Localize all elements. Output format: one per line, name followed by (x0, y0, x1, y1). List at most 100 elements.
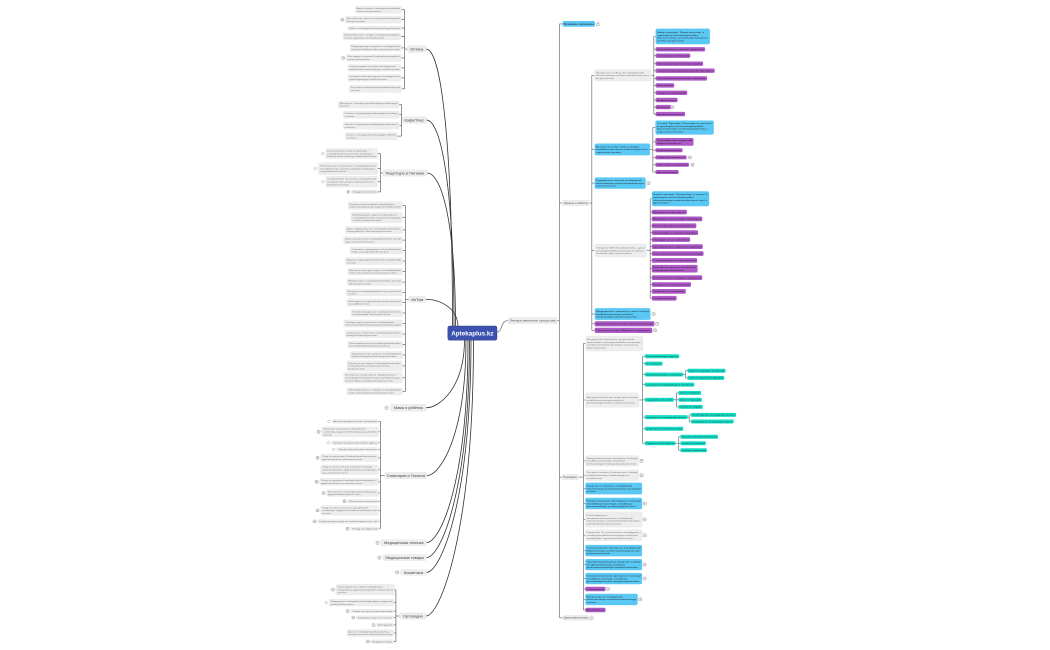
svg-text:Пластыри от боли/ спазмы: Пластыри от боли/ спазмы (653, 232, 697, 234)
svg-text:med/lekarstvennye-sredstva/: med/lekarstvennye-sredstva/ (587, 460, 626, 463)
svg-text:Средство биодобавки: Средство биодобавки (657, 93, 687, 95)
svg-text:Медицинские товары: Медицинские товары (385, 555, 424, 560)
svg-text:section: section (587, 490, 597, 493)
svg-text:soputstvie/section: soputstvie/section (596, 151, 622, 154)
svg-text:tovary/falloimitatory/section: tovary/falloimitatory/section (349, 345, 391, 348)
svg-text:kompressionnoe-bele/shiny/sect: kompressionnoe-bele/shiny/section (348, 633, 393, 636)
svg-text:средства от мозолей и кожи: средства от мозолей и кожи (646, 427, 683, 430)
svg-text:tovary/bele-i-kostyumy/section: tovary/bele-i-kostyumy/section (348, 365, 391, 368)
svg-text:section: section (348, 293, 358, 296)
svg-text:Аптечки и сопутствие /catalog: Аптечки и сопутствие /catalog/ (596, 145, 639, 148)
svg-text:Шины /catalog/main/bandazhi-i: Шины /catalog/main/bandazhi-i- (348, 630, 390, 633)
svg-text:section: section (587, 601, 598, 604)
svg-text:kosmetika-i-parfyumeriya/secti: kosmetika-i-parfyumeriya/section (345, 379, 395, 382)
svg-text:Средства для реабилитации: Средства для реабилитации (352, 611, 393, 613)
svg-text:Насадки /catalog/intim/intim-: Насадки /catalog/intim/intim-tovary/ (348, 300, 401, 303)
svg-text:Готовые очки для зрения /catal: Готовые очки для зрения /catalog/main/ (349, 75, 400, 78)
svg-text:med/lekarstvennye-sredstva/apt: med/lekarstvennye-sredstva/aptechki-i- (596, 148, 649, 151)
svg-text:Кухни /catalog/main/kafeplyus: Кухни /catalog/main/kafeplyus/kuhni/ (345, 123, 399, 126)
svg-text:catalog/intim/intim-tovary/int: catalog/intim/intim-tovary/intimnaya- (345, 377, 401, 380)
svg-text:Смазки и лубриканты /catalog/: Смазки и лубриканты /catalog/intim/ (352, 248, 402, 251)
svg-text:Средства от Потливости: Средства от Потливости (646, 443, 675, 445)
svg-text:vibratory/section: vibratory/section (348, 282, 372, 285)
svg-text:protivoparazitarnye-sredstva/s: protivoparazitarnye-sredstva/section (587, 566, 639, 569)
svg-text:Душ иферомоны /catalog/intim/: Душ иферомоны /catalog/intim/intim- (347, 227, 402, 230)
svg-text:podushki/section: podushki/section (331, 603, 355, 606)
svg-text:От большого: От большого (646, 363, 662, 365)
svg-text:lekarstvennye-sredstva/sredstv: lekarstvennye-sredstva/sredstva-ot-alkog… (587, 487, 642, 490)
svg-text:Компрессионное белье: Компрессионное белье (358, 617, 394, 619)
svg-text:лосьоны против потливости: лосьоны против потливости (682, 436, 718, 438)
svg-text:section: section (345, 126, 356, 129)
svg-text:do-ya/section: do-ya/section (596, 77, 616, 80)
svg-text:med/lekarstvennye-sredstva/: med/lekarstvennye-sredstva/ (596, 313, 633, 316)
svg-text:Слабительные и пробиотики: Слабительные и пробиотики (653, 260, 697, 262)
svg-text:Кольца /catalog/intim/intim-t: Кольца /catalog/intim/intim-tovary/kolca… (348, 290, 402, 293)
svg-text:lekarstvennye-sredstva/veterin: lekarstvennye-sredstva/veterinarnyy/ (587, 598, 637, 601)
svg-text:pishhestvuy/section: pishhestvuy/section (657, 39, 685, 42)
svg-text:napitki/section: napitki/section (320, 170, 348, 173)
svg-text:Внутренний сайт/поиск_запросов: Внутренний сайт/поиск_запросовый (587, 338, 635, 341)
svg-text:Маски и мастурбаторы /catalog: Маски и мастурбаторы /catalog/intim/ (349, 269, 401, 272)
svg-text:Новая страница "Лекарственному: Новая страница "Лекарственному" в (657, 32, 705, 34)
svg-text:Оптика: Оптика (410, 46, 424, 51)
svg-text:Дерматологические средства /c: Дерматологические средства /catalog/ (587, 396, 638, 399)
svg-text:крем от прыщей: крем от прыщей (680, 399, 702, 402)
svg-text:Женская гигиена: Женская гигиена (349, 501, 378, 503)
svg-text:Медицинская техника: Медицинская техника (384, 540, 424, 545)
svg-text:механизм /catalog/med/lekarst: механизм /catalog/med/lekarstvennye- (587, 341, 642, 344)
svg-text:Уход за руками: Уход за руками (352, 528, 379, 530)
svg-text:Лекарств ВПТ (Лечив/Человеч- ц: Лекарств ВПТ (Лечив/Человеч- ция) / (596, 248, 646, 250)
svg-text:Презервативы и товары /catalo: Презервативы и товары /catalog/intim/ (348, 389, 401, 392)
svg-text:средства от выпадения волос: средства от выпадения волос (646, 417, 687, 419)
svg-text:в aptekaplus.kz/catalog/med/ls: в aptekaplus.kz/catalog/med/ls/ (657, 125, 704, 128)
svg-text:Лекарств от всех болезней: Лекарств от всех болезней (653, 283, 690, 286)
svg-text:Хлеб /catalog/main/kafeplyus/: Хлеб /catalog/main/kafeplyus/hleb/ (347, 133, 396, 136)
svg-text:Вибраторы /catalog/intim/inti: Вибраторы /catalog/intim/intim-tovary/ (348, 279, 401, 282)
svg-text:Уход за полостью рта /catalog/: Уход за полостью рта /catalog/main/ (322, 506, 368, 509)
svg-text:Ранозаживляющие средства: Ранозаживляющие средства (646, 356, 679, 358)
svg-text:ortopediya-i-gigiena/ortopedic: ortopediya-i-gigiena/ortopedicheskaya-ob… (337, 588, 393, 591)
svg-text:recepturnye-preparaty/sportivn: recepturnye-preparaty/sportivnoe- (327, 180, 375, 183)
svg-text:Биологически активные добавки: Биологически активные добавки / (327, 151, 369, 153)
svg-text:catalog/main/recepturnye-prepa: catalog/main/recepturnye-preparaty/ (327, 152, 373, 155)
svg-text:Средства для ванной и душа: Средства для ванной и душа (333, 442, 378, 445)
svg-text:Средства От анальгетик и гемод: Средства От анальгетик и гемодушок / (587, 532, 642, 534)
svg-text:i-profilakticheskie/section: i-profilakticheskie/section (587, 523, 623, 526)
svg-text:Препараты при расшир. пищевода: Препараты при расшир. пищеводах (653, 219, 702, 221)
svg-text:гель от ушибов и рубцов: гель от ушибов и рубцов (689, 378, 724, 380)
svg-text:спрей от угрей: спрей от угрей (680, 406, 703, 409)
svg-text:section: section (347, 261, 357, 264)
svg-text:Медицинские оправы /catalog/ma: Медицинские оправы /catalog/main/ (351, 45, 400, 48)
svg-text:спреи от запаха: спреи от запаха (682, 443, 706, 445)
svg-text:недостаточности: недостаточности (657, 143, 682, 145)
svg-text:Ссылки "Брендов "Пластырь от ж: Ссылки "Брендов "Пластырь от жи-бели" (657, 123, 713, 125)
svg-text:Дисконтная система: Дисконтная система (564, 617, 588, 620)
svg-text:маски (успех выпадения волос): маски (успех выпадения волос) (692, 415, 735, 417)
svg-text:dermatologicheskie-sredstva/se: dermatologicheskie-sredstva/section (587, 402, 636, 405)
svg-text:aptekaplus.kz/catalog/med/ls/: aptekaplus.kz/catalog/med/ls/ (653, 196, 694, 199)
svg-text:catalog/med/lekarstvennye-sred: catalog/med/lekarstvennye-sredstva/ (596, 249, 644, 252)
svg-text:Лекарств от изжоги: Лекарств от изжоги (653, 239, 690, 241)
svg-text:lechenie-vpt-i-cya/section: lechenie-vpt-i-cya/section (596, 252, 633, 255)
svg-text:Пробиотик для лечения животных: Пробиотик для лечения животных (657, 49, 705, 51)
svg-text:nasadki/section: nasadki/section (348, 303, 370, 306)
svg-text:Хьюмор таблетки: Хьюмор таблетки (653, 298, 676, 300)
svg-text:Препараты для печени и желчног: Препараты для печени и желчного пузыря (596, 324, 654, 326)
svg-text:Игры и романтика /catalog/int: Игры и романтика /catalog/intim/intim-to… (345, 237, 401, 240)
svg-text:Антибиотик: Антибиотик (657, 106, 669, 109)
svg-text:Ветеринарные /catalog/med/: Ветеринарные /catalog/med/ (587, 595, 623, 598)
svg-text:Солнцезащитные очки /catalog/m: Солнцезащитные очки /catalog/main/ (349, 65, 396, 68)
svg-text:Медицинская сложница и точка: Медицинская сложница и точка /catalog/ (596, 310, 650, 313)
svg-text:средства от акне: средства от акне (646, 400, 673, 402)
svg-text:Нейролептики: Нейролептики (657, 99, 677, 102)
svg-text:sanitariya-i-gigiena/uhod-za-p: sanitariya-i-gigiena/uhod-za-polostyu-rt… (322, 509, 378, 512)
svg-text:med/lekarstvennye-sredstva/: med/lekarstvennye-sredstva/ (587, 577, 628, 580)
svg-text:Средства личной гигиены: Средства личной гигиены (338, 448, 378, 451)
svg-text:optika/gotovye-ochki/section: optika/gotovye-ochki/section (349, 78, 387, 81)
svg-text:soputstvie/section: soputstvie/section (657, 131, 685, 134)
svg-text:rta-i-zubami/section: rta-i-zubami/section (322, 471, 349, 474)
svg-text:catalog/intim/intim-tovary/voz: catalog/intim/intim-tovary/vozbuzhday- (352, 216, 401, 219)
svg-text:Пластыри от девиаций: Пластыри от девиаций (657, 164, 689, 167)
svg-text:Интимные /catalog/main/sanitar: Интимные /catalog/main/sanitariya-i- (328, 490, 377, 493)
